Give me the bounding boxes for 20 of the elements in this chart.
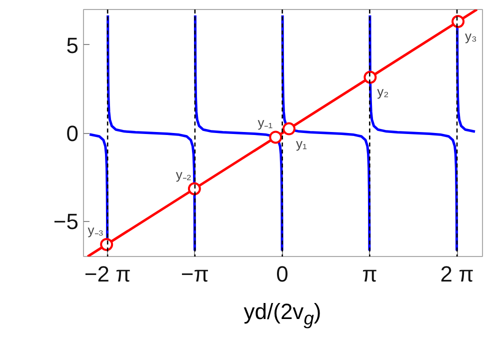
point <box>269 130 282 144</box>
point <box>452 15 465 28</box>
annotation: y₁ <box>296 136 308 151</box>
y-tick-label: −5 <box>53 209 79 234</box>
x-tick-label: −2 π <box>84 262 131 286</box>
y-tick-label: 5 <box>66 32 79 58</box>
annotation: y₂ <box>377 84 389 100</box>
point <box>188 182 201 196</box>
x-tick-label: 2 π <box>440 262 474 286</box>
x-axis-title: yd/(2v$_{g}$) <box>242 298 322 330</box>
annotation: y₋₂ <box>176 166 192 182</box>
point <box>282 122 296 136</box>
annotation: y₋₃ <box>88 222 104 238</box>
y-tick-label: 0 <box>66 121 79 146</box>
annotation: y₋₁ <box>258 115 274 130</box>
point <box>100 238 114 251</box>
x-tick-label: π <box>362 262 378 286</box>
x-tick-label: −π <box>180 262 209 286</box>
annotation: y₃ <box>465 28 477 44</box>
x-tick-label: 0 <box>276 262 288 286</box>
